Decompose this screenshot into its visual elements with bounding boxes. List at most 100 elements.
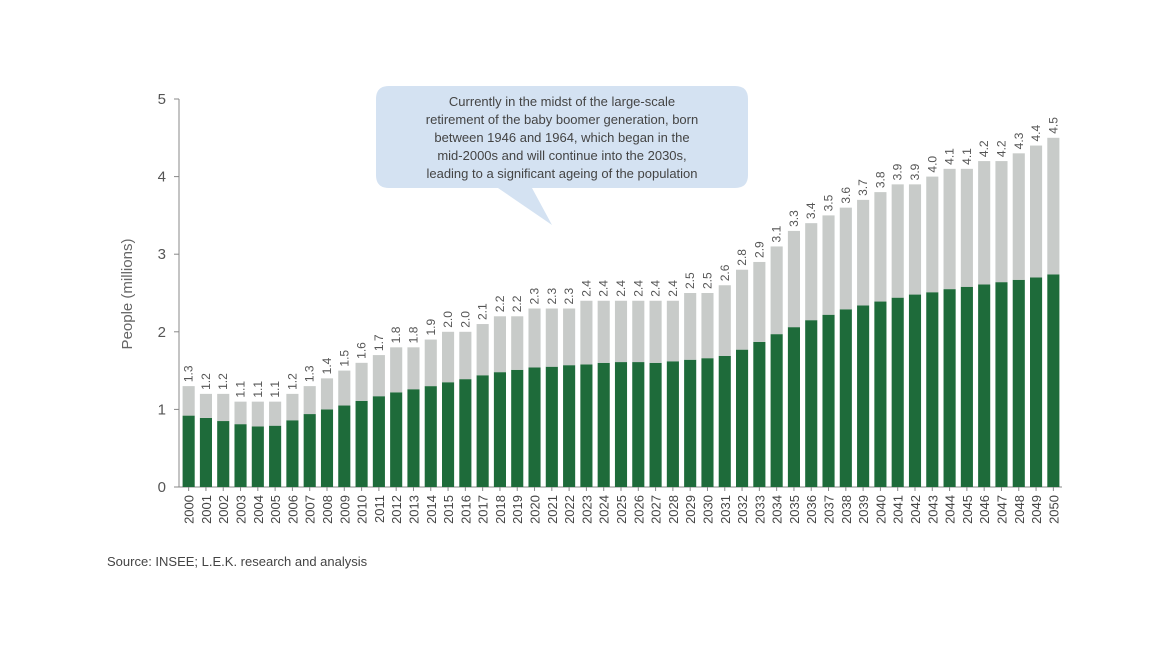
total-data-label: 2.4 bbox=[649, 280, 663, 297]
x-tick-label: 2049 bbox=[1029, 495, 1044, 524]
x-tick-label: 2004 bbox=[251, 495, 266, 524]
total-data-label: 1.1 bbox=[268, 381, 282, 398]
bar-segment-upper bbox=[805, 223, 818, 321]
bar-segment-upper bbox=[839, 207, 852, 310]
total-data-label: 2.0 bbox=[441, 311, 455, 328]
bar-segment-lower bbox=[822, 314, 835, 487]
x-tick-label: 2013 bbox=[406, 495, 421, 524]
bar-segment-upper bbox=[251, 401, 264, 427]
bar-segment-upper bbox=[1030, 145, 1043, 278]
bar-segment-lower bbox=[632, 362, 645, 487]
x-tick-label: 2017 bbox=[476, 495, 491, 524]
bar-segment-upper bbox=[476, 324, 489, 376]
total-data-label: 3.9 bbox=[891, 163, 905, 180]
x-tick-label: 2008 bbox=[320, 495, 335, 524]
bar-segment-lower bbox=[269, 425, 282, 487]
bars bbox=[182, 137, 1060, 487]
bar-segment-lower bbox=[286, 420, 299, 487]
total-data-label: 2.3 bbox=[528, 288, 542, 305]
total-data-label: 4.0 bbox=[925, 156, 939, 173]
total-data-label: 1.7 bbox=[372, 334, 386, 351]
bar-segment-lower bbox=[736, 349, 749, 487]
x-tick-label: 2046 bbox=[977, 495, 992, 524]
x-tick-label: 2045 bbox=[960, 495, 975, 524]
callout-bubble bbox=[376, 86, 748, 225]
x-tick-label: 2041 bbox=[891, 495, 906, 524]
bar-segment-lower bbox=[995, 282, 1008, 487]
callout-text-line: between 1946 and 1964, which began in th… bbox=[434, 130, 689, 145]
x-tick-label: 2042 bbox=[908, 495, 923, 524]
bar-segment-upper bbox=[874, 192, 887, 302]
bar-segment-lower bbox=[407, 389, 420, 487]
x-tick-label: 2009 bbox=[337, 495, 352, 524]
bar-segment-upper bbox=[545, 308, 558, 367]
x-tick-label: 2030 bbox=[700, 495, 715, 524]
bar-segment-lower bbox=[943, 289, 956, 487]
total-data-label: 2.4 bbox=[597, 280, 611, 297]
total-data-label: 2.3 bbox=[545, 288, 559, 305]
bar-segment-lower bbox=[960, 286, 973, 487]
x-tick-label: 2011 bbox=[372, 495, 387, 523]
y-tick-label: 1 bbox=[158, 401, 166, 418]
total-data-label: 2.6 bbox=[718, 264, 732, 281]
x-tick-label: 2038 bbox=[839, 495, 854, 524]
source-note: Source: INSEE; L.E.K. research and analy… bbox=[107, 554, 368, 569]
x-tick-label: 2025 bbox=[614, 495, 629, 524]
bar-segment-upper bbox=[926, 176, 939, 293]
total-data-label: 4.2 bbox=[994, 140, 1008, 157]
y-tick-label: 0 bbox=[158, 479, 166, 496]
x-tick-label: 2012 bbox=[389, 495, 404, 524]
bar-segment-lower bbox=[493, 372, 506, 487]
callout-text-line: Currently in the midst of the large-scal… bbox=[449, 94, 675, 109]
total-data-label: 1.1 bbox=[251, 381, 265, 398]
bar-segment-lower bbox=[182, 415, 195, 487]
x-tick-label: 2003 bbox=[234, 495, 249, 524]
bar-segment-lower bbox=[199, 417, 212, 487]
bar-segment-lower bbox=[251, 426, 264, 487]
x-tick-label: 2000 bbox=[182, 495, 197, 524]
total-data-label: 1.3 bbox=[303, 365, 317, 382]
y-tick-label: 3 bbox=[158, 246, 166, 263]
total-data-label: 2.5 bbox=[683, 272, 697, 289]
bar-segment-lower bbox=[649, 362, 662, 487]
x-tick-label: 2034 bbox=[770, 495, 785, 524]
bar-segment-lower bbox=[926, 292, 939, 487]
x-tick-label: 2040 bbox=[873, 495, 888, 524]
bar-segment-upper bbox=[320, 378, 334, 410]
bar-segment-lower bbox=[1012, 279, 1025, 487]
bar-segment-upper bbox=[372, 355, 385, 397]
bar-segment-lower bbox=[978, 284, 991, 487]
bar-segment-lower bbox=[753, 341, 766, 487]
x-tick-label: 2001 bbox=[199, 495, 214, 524]
total-data-label: 1.2 bbox=[199, 373, 213, 390]
x-tick-label: 2022 bbox=[562, 495, 577, 524]
x-tick-label: 2027 bbox=[649, 495, 664, 524]
total-data-label: 1.2 bbox=[216, 373, 230, 390]
bar-segment-lower bbox=[511, 369, 524, 487]
bar-segment-upper bbox=[493, 316, 506, 373]
y-tick-label: 2 bbox=[158, 324, 166, 341]
total-data-label: 4.1 bbox=[943, 148, 957, 165]
total-data-label: 4.1 bbox=[960, 148, 974, 165]
bar-segment-upper bbox=[684, 293, 697, 360]
y-tick-label: 4 bbox=[158, 169, 166, 186]
total-data-label: 2.8 bbox=[735, 249, 749, 266]
x-tick-label: 2019 bbox=[510, 495, 525, 524]
bar-segment-upper bbox=[182, 386, 195, 416]
bar-segment-upper bbox=[857, 199, 870, 306]
bar-segment-upper bbox=[770, 246, 783, 335]
x-tick-label: 2002 bbox=[216, 495, 231, 524]
x-tick-label: 2036 bbox=[804, 495, 819, 524]
x-tick-label: 2048 bbox=[1012, 495, 1027, 524]
x-tick-label: 2035 bbox=[787, 495, 802, 524]
bar-segment-upper bbox=[303, 386, 316, 415]
x-tick-label: 2018 bbox=[493, 495, 508, 524]
total-data-label: 1.8 bbox=[389, 326, 403, 343]
bar-segment-lower bbox=[320, 409, 334, 487]
data-labels: 1.3 1.2 1.2 1.1 1.1 1.1 1.2 1.3 1.4 1.5 1.6 1.7 1.8 1… bbox=[182, 117, 1061, 398]
x-tick-label: 2033 bbox=[752, 495, 767, 524]
bar-segment-lower bbox=[891, 297, 904, 487]
x-tick-label: 2020 bbox=[528, 495, 543, 524]
bar-segment-upper bbox=[338, 370, 351, 406]
bar-segment-upper bbox=[199, 393, 212, 418]
